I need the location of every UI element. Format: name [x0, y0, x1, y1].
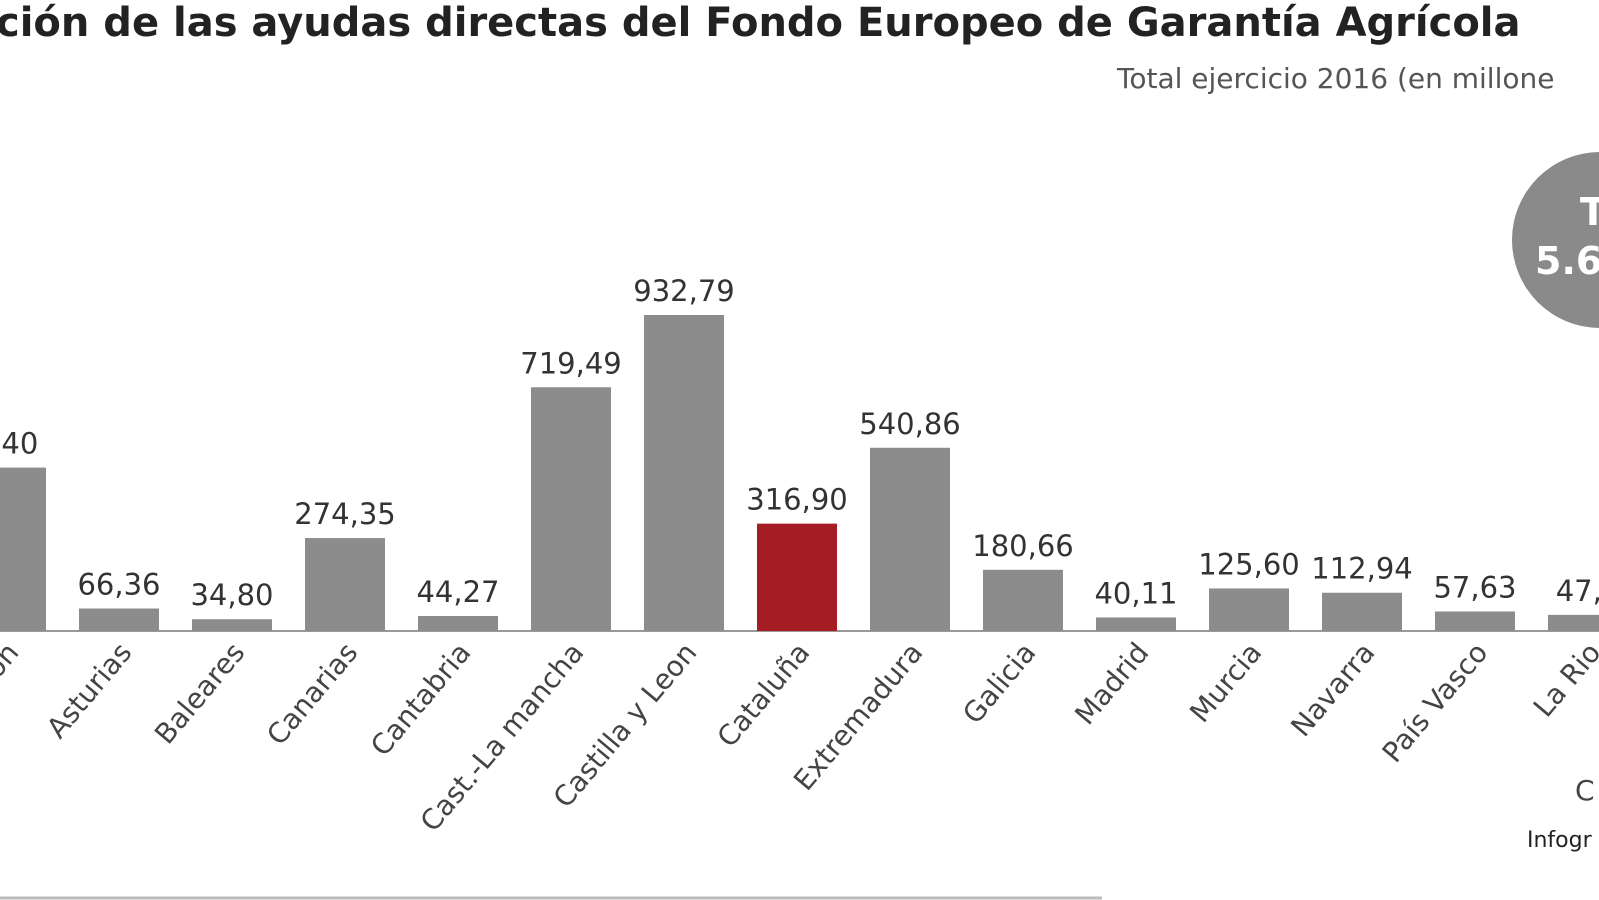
bar: [644, 315, 724, 631]
bar: [79, 608, 159, 631]
value-label: 57,63: [1433, 570, 1516, 604]
bar: [983, 569, 1063, 631]
x-tick-label: Cantabria: [364, 636, 477, 762]
x-tick-label: Madrid: [1068, 636, 1155, 731]
x-tick-label: gon: [0, 636, 25, 698]
total-label: To: [1580, 190, 1599, 234]
value-label: 34,80: [190, 578, 273, 612]
value-label: 932,79: [633, 274, 734, 308]
value-label: 274,35: [294, 497, 395, 531]
value-label: 316,90: [746, 483, 847, 517]
x-tick-label: La Rio: [1527, 636, 1599, 723]
value-label: 540,86: [859, 407, 960, 441]
bar: [0, 467, 46, 631]
bar: [192, 619, 272, 631]
x-tick-label: Murcia: [1183, 636, 1268, 729]
x-tick-label: País Vasco: [1376, 636, 1495, 769]
value-label: 47,6: [1556, 574, 1599, 608]
bar: [1435, 611, 1515, 631]
x-tick-label: Cataluña: [711, 636, 817, 753]
value-label: 66,36: [77, 568, 160, 602]
x-tick-label: Asturias: [40, 636, 138, 744]
total-value: 5.6: [1535, 239, 1599, 283]
bar: [305, 538, 385, 631]
bar: [1322, 592, 1402, 631]
x-tick-label: Canarias: [260, 636, 364, 751]
value-label: 180,66: [972, 529, 1073, 563]
value-label: 40,11: [1094, 576, 1177, 610]
bar: [1548, 614, 1599, 631]
bar: [531, 387, 611, 631]
value-label: 44,27: [416, 575, 499, 609]
x-tick-label: Galicia: [956, 636, 1042, 730]
x-tick-label: Baleares: [148, 636, 251, 750]
total-circle: [1512, 152, 1599, 328]
value-label: 719,49: [520, 346, 621, 380]
bar: [1209, 588, 1289, 631]
x-tick-label: Navarra: [1284, 636, 1381, 743]
bar: [757, 523, 837, 631]
annotation: C: [1575, 774, 1595, 807]
bar: [418, 616, 498, 631]
chart-title: ción de las ayudas directas del Fondo Eu…: [0, 0, 1521, 46]
annotation: Infogr: [1527, 828, 1593, 853]
value-label: 2,40: [0, 427, 38, 461]
value-label: 125,60: [1198, 547, 1299, 581]
bar: [870, 447, 950, 631]
chart-subtitle: Total ejercicio 2016 (en millone: [1116, 62, 1554, 95]
value-label: 112,94: [1311, 552, 1412, 586]
bar: [1096, 617, 1176, 631]
